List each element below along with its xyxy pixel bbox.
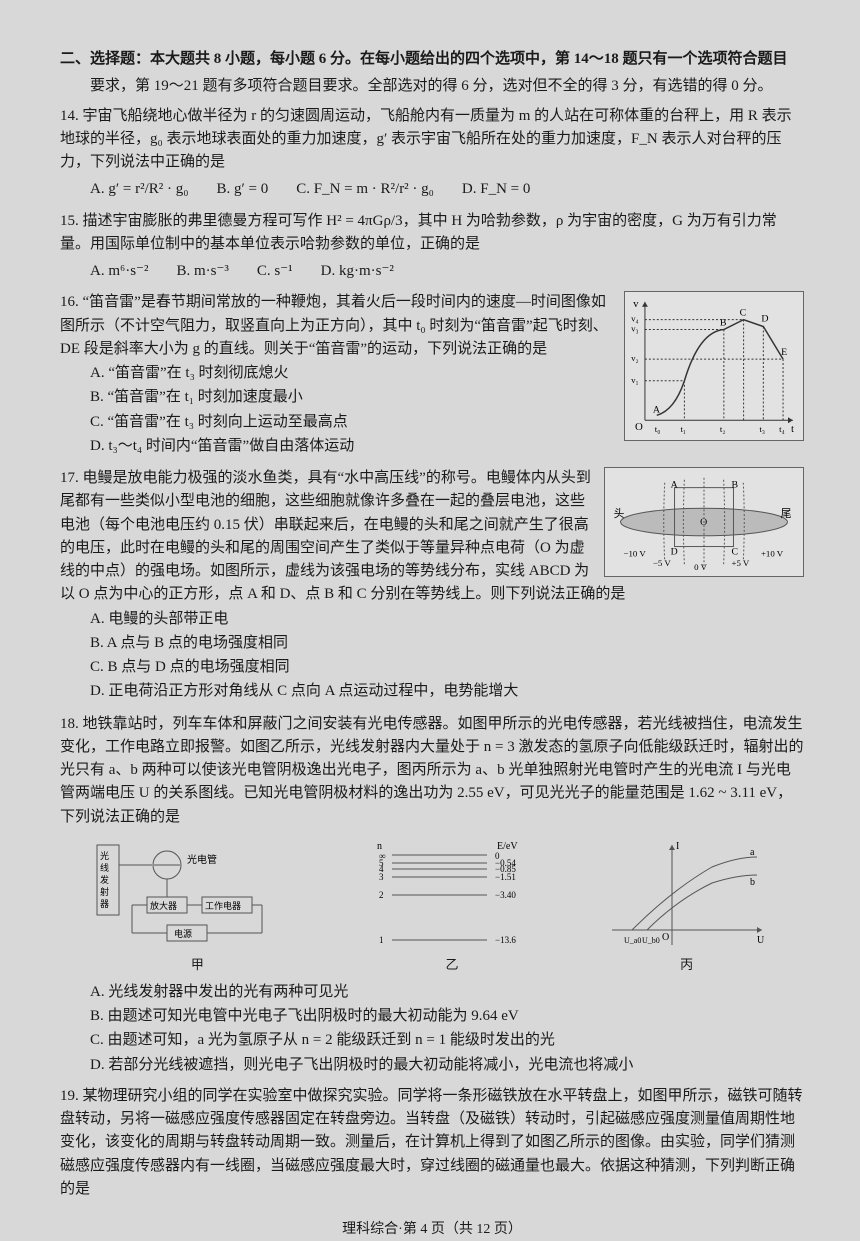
q19-text: 某物理研究小组的同学在实验室中做探究实验。同学将一条形磁铁放在水平转盘上，如图甲…	[60, 1088, 803, 1197]
svg-text:工作电器: 工作电器	[205, 900, 241, 911]
fig-yi-label: 乙	[367, 955, 537, 975]
svg-text:O: O	[662, 932, 669, 943]
q15-opt-b: B. m·s⁻³	[176, 260, 228, 283]
svg-text:C: C	[731, 546, 738, 557]
svg-text:−5 V: −5 V	[653, 558, 671, 568]
q17-graph: A B C D O 头 尾 −10 V −5 V 0 V +5 V +10 V	[604, 467, 804, 577]
svg-text:尾: 尾	[781, 507, 792, 520]
question-14: 14. 宇宙飞船绕地心做半径为 r 的匀速圆周运动，飞船舱内有一质量为 m 的人…	[60, 105, 804, 202]
svg-text:A: A	[671, 480, 678, 491]
q14-opt-d: D. F_N = 0	[462, 178, 530, 201]
svg-text:1: 1	[379, 935, 384, 945]
q17-num: 17.	[60, 470, 79, 486]
q15-opt-d: D. kg·m·s⁻²	[321, 260, 394, 283]
q18-opt-a: A. 光线发射器中发出的光有两种可见光	[90, 981, 804, 1004]
question-18: 18. 地铁靠站时，列车车体和屏蔽门之间安装有光电传感器。如图甲所示的光电传感器…	[60, 713, 804, 1077]
q15-opt-c: C. s⁻¹	[257, 260, 293, 283]
section-title: 二、选择题：本大题共 8 小题，每小题 6 分。在每小题给出的四个选项中，第 1…	[60, 48, 804, 71]
svg-text:光: 光	[100, 850, 109, 861]
svg-text:B: B	[731, 480, 738, 491]
q14-text: 宇宙飞船绕地心做半径为 r 的匀速圆周运动，飞船舱内有一质量为 m 的人站在可称…	[60, 108, 792, 171]
svg-text:+5 V: +5 V	[731, 558, 749, 568]
q17-opt-b: B. A 点与 B 点的电场强度相同	[90, 632, 804, 655]
svg-text:E/eV: E/eV	[497, 841, 518, 852]
svg-text:v₁: v₁	[631, 375, 639, 385]
q16-text: “笛音雷”是春节期间常放的一种鞭炮，其着火后一段时间内的速度—时间图像如图所示（…	[60, 294, 608, 357]
q17-opt-d: D. 正电荷沿正方形对角线从 C 点向 A 点运动过程中，电势能增大	[90, 680, 804, 703]
svg-text:I: I	[676, 841, 679, 852]
svg-text:放大器: 放大器	[150, 900, 177, 911]
q17-opt-a: A. 电鳗的头部带正电	[90, 608, 804, 631]
svg-text:v₄: v₄	[631, 314, 639, 324]
q18-fig-jia: 光 线 发 射 器 光电管 放大器 工作电器 电源	[92, 835, 302, 975]
svg-text:−10 V: −10 V	[623, 548, 646, 558]
question-17: A B C D O 头 尾 −10 V −5 V 0 V +5 V +10 V …	[60, 467, 804, 705]
svg-text:头: 头	[614, 507, 625, 520]
svg-text:D: D	[671, 546, 678, 557]
question-15: 15. 描述宇宙膨胀的弗里德曼方程可写作 H² = 4πGρ/3，其中 H 为哈…	[60, 210, 804, 284]
q18-opt-c: C. 由题述可知，a 光为氢原子从 n = 2 能级跃迁到 n = 1 能级时发…	[90, 1029, 804, 1052]
svg-text:O: O	[635, 421, 643, 433]
svg-text:v: v	[633, 298, 639, 310]
svg-text:器: 器	[100, 899, 109, 909]
q14-opt-a: A. g′ = r²/R² · g₀	[90, 178, 188, 201]
svg-text:发: 发	[100, 874, 109, 885]
svg-text:t₁: t₁	[680, 424, 686, 434]
question-16: v t O A B C D E t₀ t₁ t₂ t₃ t₄ v₁ v₂ v₃ …	[60, 291, 804, 459]
question-19: 19. 某物理研究小组的同学在实验室中做探究实验。同学将一条形磁铁放在水平转盘上…	[60, 1085, 804, 1201]
svg-text:3: 3	[379, 872, 384, 882]
svg-text:U: U	[757, 935, 765, 946]
q15-opt-a: A. m⁶·s⁻²	[90, 260, 148, 283]
svg-text:D: D	[761, 314, 768, 325]
svg-text:线: 线	[100, 862, 109, 873]
q18-fig-bing: O U I a b U_a0 U_b0 丙	[602, 835, 772, 975]
q18-opt-b: B. 由题述可知光电管中光电子飞出阴极时的最大初动能为 9.64 eV	[90, 1005, 804, 1028]
q14-opt-b: B. g′ = 0	[216, 178, 268, 201]
svg-text:t₃: t₃	[759, 424, 765, 434]
q15-num: 15.	[60, 213, 79, 229]
q17-text: 电鳗是放电能力极强的淡水鱼类，具有“水中高压线”的称号。电鳗体内从头到尾都有一些…	[60, 470, 625, 602]
svg-text:v₂: v₂	[631, 353, 639, 363]
svg-text:b: b	[750, 877, 755, 888]
svg-text:−3.40: −3.40	[495, 890, 516, 900]
svg-text:电源: 电源	[174, 928, 192, 939]
q16-graph: v t O A B C D E t₀ t₁ t₂ t₃ t₄ v₁ v₂ v₃ …	[624, 291, 804, 441]
svg-text:t₀: t₀	[655, 424, 661, 434]
q18-opt-d: D. 若部分光线被遮挡，则光电子飞出阴极时的最大初动能将减小，光电流也将减小	[90, 1054, 804, 1077]
svg-text:+10 V: +10 V	[761, 548, 784, 558]
q16-num: 16.	[60, 294, 79, 310]
q17-opt-c: C. B 点与 D 点的电场强度相同	[90, 656, 804, 679]
svg-text:A: A	[653, 405, 661, 416]
q15-text: 描述宇宙膨胀的弗里德曼方程可写作 H² = 4πGρ/3，其中 H 为哈勃参数，…	[60, 213, 777, 252]
svg-text:0 V: 0 V	[694, 562, 707, 572]
svg-text:t₄: t₄	[779, 424, 785, 434]
fig-bing-label: 丙	[602, 955, 772, 975]
svg-text:v₃: v₃	[631, 324, 639, 334]
svg-text:U_a0: U_a0	[624, 936, 641, 945]
svg-text:t₂: t₂	[720, 424, 726, 434]
q18-fig-yi: n E/eV ∞0 5−0.54 4−0.85 3−1.51 2−3.40 1−…	[367, 835, 537, 975]
section-subtitle: 要求，第 19～21 题有多项符合题目要求。全部选对的得 6 分，选对但不全的得…	[60, 75, 804, 98]
svg-text:−1.51: −1.51	[495, 872, 516, 882]
svg-text:E: E	[781, 347, 787, 358]
svg-text:−13.6: −13.6	[495, 935, 516, 945]
fig-jia-label: 甲	[92, 955, 302, 975]
q18-text: 地铁靠站时，列车车体和屏蔽门之间安装有光电传感器。如图甲所示的光电传感器，若光线…	[60, 716, 803, 825]
svg-text:射: 射	[100, 886, 109, 897]
svg-text:光电管: 光电管	[187, 853, 217, 866]
q14-opt-c: C. F_N = m · R²/r² · g₀	[296, 178, 434, 201]
page-footer: 理科综合·第 4 页（共 12 页）	[60, 1219, 804, 1241]
svg-text:a: a	[750, 847, 755, 858]
svg-text:U_b0: U_b0	[642, 936, 660, 945]
svg-text:C: C	[740, 308, 747, 319]
svg-text:2: 2	[379, 890, 384, 900]
svg-text:t: t	[791, 423, 794, 435]
q19-num: 19.	[60, 1088, 79, 1104]
q18-num: 18.	[60, 716, 79, 732]
q14-num: 14.	[60, 108, 79, 124]
